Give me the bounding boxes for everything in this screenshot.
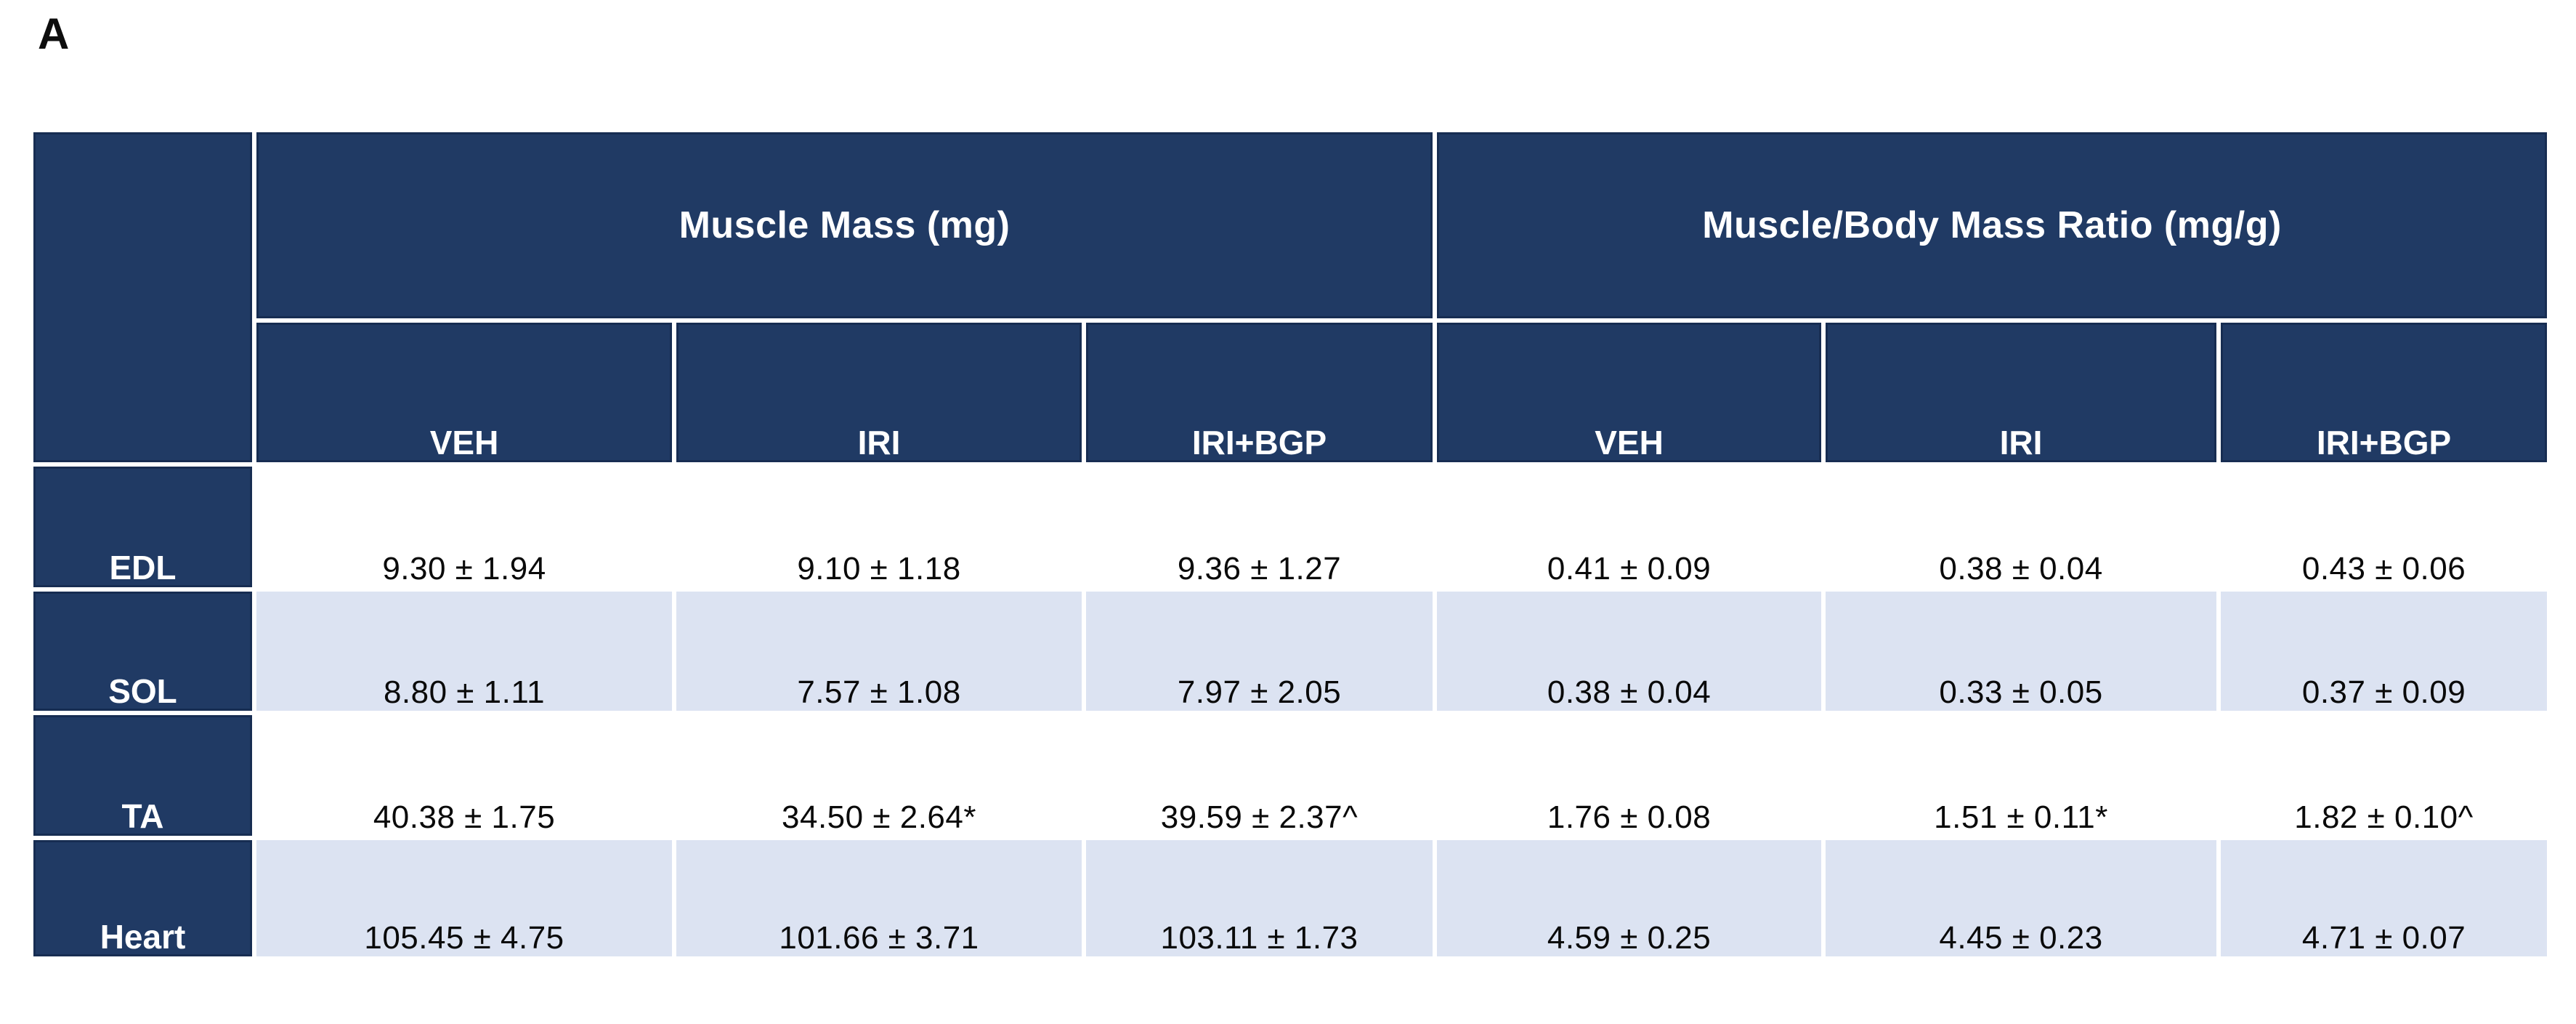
table-row-edl: EDL 9.30 ± 1.94 9.10 ± 1.18 9.36 ± 1.27 … xyxy=(29,462,2552,592)
column-header-iri-bgp-ratio: IRI+BGP xyxy=(2216,318,2552,467)
panel-label: A xyxy=(38,9,70,58)
row-header-sol: SOL xyxy=(29,587,256,715)
table-cell-edl-iri-mass: 9.10 ± 1.18 xyxy=(672,462,1086,592)
table-cell-ta-veh-ratio: 1.76 ± 0.08 xyxy=(1433,711,1826,840)
muscle-mass-table: Muscle Mass (mg) Muscle/Body Mass Ratio … xyxy=(29,128,2552,961)
table-cell-sol-veh-ratio: 0.38 ± 0.04 xyxy=(1433,587,1826,715)
table-cell-edl-veh-ratio: 0.41 ± 0.09 xyxy=(1433,462,1826,592)
table-row-heart: Heart 105.45 ± 4.75 101.66 ± 3.71 103.11… xyxy=(29,836,2552,961)
column-group-muscle-body-mass-ratio: Muscle/Body Mass Ratio (mg/g) xyxy=(1433,128,2552,323)
table-cell-ta-iri-mass: 34.50 ± 2.64* xyxy=(672,711,1086,840)
column-header-iri-bgp-mass: IRI+BGP xyxy=(1081,318,1438,467)
column-header-iri-mass: IRI xyxy=(672,318,1086,467)
table-cell-heart-iri-mass: 101.66 ± 3.71 xyxy=(672,836,1086,961)
table-cell-ta-veh-mass: 40.38 ± 1.75 xyxy=(252,711,676,840)
column-group-row: Muscle Mass (mg) Muscle/Body Mass Ratio … xyxy=(29,128,2552,467)
corner-cell xyxy=(29,128,256,467)
table-cell-heart-iri-bgp-mass: 103.11 ± 1.73 xyxy=(1081,836,1438,961)
table-row-ta: TA 40.38 ± 1.75 34.50 ± 2.64* 39.59 ± 2.… xyxy=(29,711,2552,840)
table-cell-heart-iri-ratio: 4.45 ± 0.23 xyxy=(1821,836,2221,961)
row-header-heart: Heart xyxy=(29,836,256,961)
column-header-row: VEH IRI IRI+BGP VEH IRI IRI+BGP xyxy=(31,318,2552,467)
row-header-ta: TA xyxy=(29,711,256,840)
table-cell-edl-iri-bgp-mass: 9.36 ± 1.27 xyxy=(1081,462,1438,592)
table-cell-sol-iri-bgp-mass: 7.97 ± 2.05 xyxy=(1081,587,1438,715)
table-cell-ta-iri-ratio: 1.51 ± 0.11* xyxy=(1821,711,2221,840)
table-cell-edl-iri-bgp-ratio: 0.43 ± 0.06 xyxy=(2216,462,2552,592)
table-cell-ta-iri-bgp-ratio: 1.82 ± 0.10^ xyxy=(2216,711,2552,840)
table-container: Muscle Mass (mg) Muscle/Body Mass Ratio … xyxy=(29,128,2552,961)
table-cell-edl-iri-ratio: 0.38 ± 0.04 xyxy=(1821,462,2221,592)
table-cell-sol-iri-mass: 7.57 ± 1.08 xyxy=(672,587,1086,715)
table-cell-sol-iri-bgp-ratio: 0.37 ± 0.09 xyxy=(2216,587,2552,715)
table-cell-sol-veh-mass: 8.80 ± 1.11 xyxy=(252,587,676,715)
column-header-iri-ratio: IRI xyxy=(1821,318,2221,467)
table-cell-heart-veh-mass: 105.45 ± 4.75 xyxy=(252,836,676,961)
table-cell-sol-iri-ratio: 0.33 ± 0.05 xyxy=(1821,587,2221,715)
table-row-sol: SOL 8.80 ± 1.11 7.57 ± 1.08 7.97 ± 2.05 … xyxy=(29,587,2552,715)
table-cell-edl-veh-mass: 9.30 ± 1.94 xyxy=(252,462,676,592)
row-header-edl: EDL xyxy=(29,462,256,592)
table-cell-ta-iri-bgp-mass: 39.59 ± 2.37^ xyxy=(1081,711,1438,840)
table-cell-heart-veh-ratio: 4.59 ± 0.25 xyxy=(1433,836,1826,961)
column-header-veh-mass: VEH xyxy=(252,318,676,467)
table-cell-heart-iri-bgp-ratio: 4.71 ± 0.07 xyxy=(2216,836,2552,961)
column-group-muscle-mass: Muscle Mass (mg) xyxy=(251,128,1438,323)
column-header-veh-ratio: VEH xyxy=(1433,318,1826,467)
